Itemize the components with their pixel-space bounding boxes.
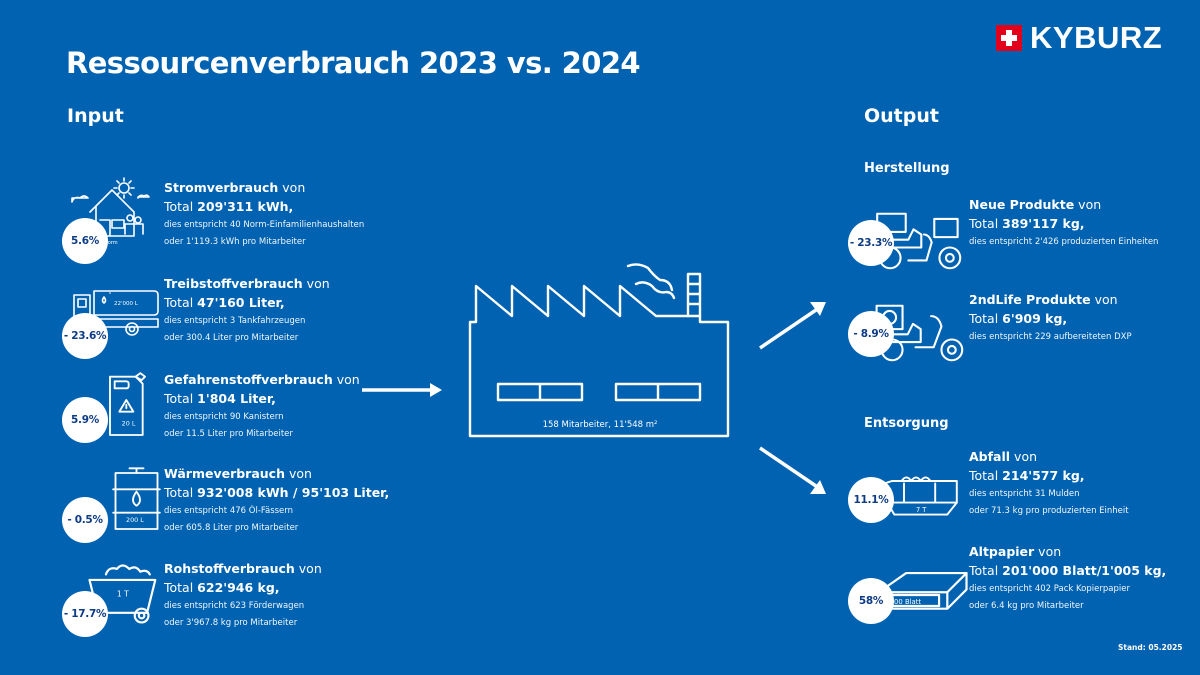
total-prefix: Total	[164, 295, 198, 310]
factory-caption: 158 Mitarbeiter, 11'548 m²	[542, 420, 658, 430]
input-arrow-icon	[362, 383, 442, 397]
total-value: 6'909 kg,	[1002, 311, 1068, 326]
item-note: oder 6.4 kg pro Mitarbeiter	[969, 601, 1084, 611]
change-badge: - 17.7%	[62, 591, 108, 637]
item-title: Neue Produkte	[969, 197, 1075, 212]
total-value: 389'117 kg,	[1002, 216, 1085, 231]
item-title: Rohstoffverbrauch	[164, 561, 295, 576]
item-title: 2ndLife Produkte	[969, 292, 1091, 307]
total-prefix: Total	[969, 216, 1003, 231]
item-title: Stromverbrauch	[164, 180, 279, 195]
item-title-suffix: von	[1074, 197, 1102, 212]
item-note: oder 71.3 kg pro produzierten Einheit	[969, 506, 1129, 516]
total-prefix: Total	[969, 563, 1003, 578]
item-title: Altpapier	[969, 544, 1035, 559]
change-badge: 11.1%	[848, 477, 894, 523]
total-value: 47'160 Liter,	[197, 295, 285, 310]
change-badge: - 23.6%	[62, 313, 108, 359]
svg-text:200 L: 200 L	[126, 516, 144, 524]
total-value: 622'946 kg,	[197, 580, 280, 595]
swiss-flag-icon	[996, 25, 1022, 51]
entsorgung-heading: Entsorgung	[864, 416, 949, 431]
total-prefix: Total	[969, 311, 1003, 326]
item-note: oder 1'119.3 kWh pro Mitarbeiter	[164, 237, 306, 247]
item-title-suffix: von	[278, 180, 306, 195]
stand-date: Stand: 05.2025	[1118, 643, 1183, 652]
item-title-suffix: von	[1090, 292, 1118, 307]
item-note: dies entspricht 476 Öl-Fässern	[164, 506, 294, 516]
item-title: Abfall	[969, 449, 1011, 464]
item-note: dies entspricht 229 aufbereiteten DXP	[969, 332, 1132, 342]
change-badge: 58%	[848, 578, 894, 624]
svg-text:7 T: 7 T	[916, 506, 927, 514]
svg-text:500 Blatt: 500 Blatt	[890, 598, 922, 606]
total-value: 201'000 Blatt/1'005 kg,	[1002, 563, 1167, 578]
change-badge: 5.9%	[62, 397, 108, 443]
item-title-suffix: von	[294, 561, 322, 576]
item-title-suffix: von	[332, 372, 360, 387]
item-note: oder 605.8 Liter pro Mitarbeiter	[164, 523, 299, 533]
total-value: 209'311 kWh,	[197, 199, 294, 214]
item-note: dies entspricht 3 Tankfahrzeugen	[164, 316, 306, 326]
item-note: oder 11.5 Liter pro Mitarbeiter	[164, 429, 293, 439]
item-note: oder 3'967.8 kg pro Mitarbeiter	[164, 618, 298, 628]
total-prefix: Total	[164, 199, 198, 214]
jerrycan-icon: 20 L	[109, 372, 146, 436]
page-title: Ressourcenverbrauch 2023 vs. 2024	[66, 46, 641, 80]
factory-icon	[468, 263, 730, 438]
total-prefix: Total	[164, 391, 198, 406]
herstellung-heading: Herstellung	[864, 161, 950, 176]
item-title-suffix: von	[1034, 544, 1062, 559]
change-badge: - 23.3%	[848, 220, 894, 266]
item-note: dies entspricht 2'426 produzierten Einhe…	[969, 237, 1159, 247]
oil-barrel-icon: 200 L	[112, 467, 161, 530]
output-arrow-down-icon	[759, 446, 826, 494]
item-title: Wärmeverbrauch	[164, 466, 285, 481]
kyburz-logo: KYBURZ	[996, 20, 1163, 55]
input-heading: Input	[67, 105, 124, 127]
item-title-suffix: von	[285, 466, 312, 481]
item-note: oder 300.4 Liter pro Mitarbeiter	[164, 333, 299, 343]
item-title-suffix: von	[302, 276, 330, 291]
item-note: dies entspricht 40 Norm-Einfamilienhaush…	[164, 220, 365, 230]
svg-text:Norm: Norm	[104, 240, 118, 246]
output-heading: Output	[864, 105, 939, 127]
item-note: dies entspricht 402 Pack Kopierpapier	[969, 584, 1130, 594]
output-arrow-up-icon	[759, 302, 826, 350]
total-value: 1'804 Liter,	[197, 391, 276, 406]
change-badge: 5.6%	[62, 218, 108, 264]
logo-text: KYBURZ	[1030, 20, 1163, 55]
total-prefix: Total	[164, 580, 198, 595]
change-badge: - 0.5%	[62, 497, 108, 543]
change-badge: - 8.9%	[848, 311, 894, 357]
item-title: Gefahrenstoffverbrauch	[164, 372, 333, 387]
total-prefix: Total	[969, 468, 1003, 483]
item-note: dies entspricht 31 Mulden	[969, 489, 1080, 499]
svg-text:1 T: 1 T	[117, 589, 129, 598]
total-value: 214'577 kg,	[1002, 468, 1085, 483]
svg-text:22'000 L: 22'000 L	[114, 301, 139, 307]
item-title-suffix: von	[1010, 449, 1038, 464]
item-note: dies entspricht 90 Kanistern	[164, 412, 284, 422]
total-prefix: Total	[164, 485, 198, 500]
total-value: 932'008 kWh / 95'103 Liter,	[197, 485, 390, 500]
item-note: dies entspricht 623 Förderwagen	[164, 601, 305, 611]
svg-text:20 L: 20 L	[122, 420, 136, 428]
item-title: Treibstoffverbrauch	[164, 276, 303, 291]
